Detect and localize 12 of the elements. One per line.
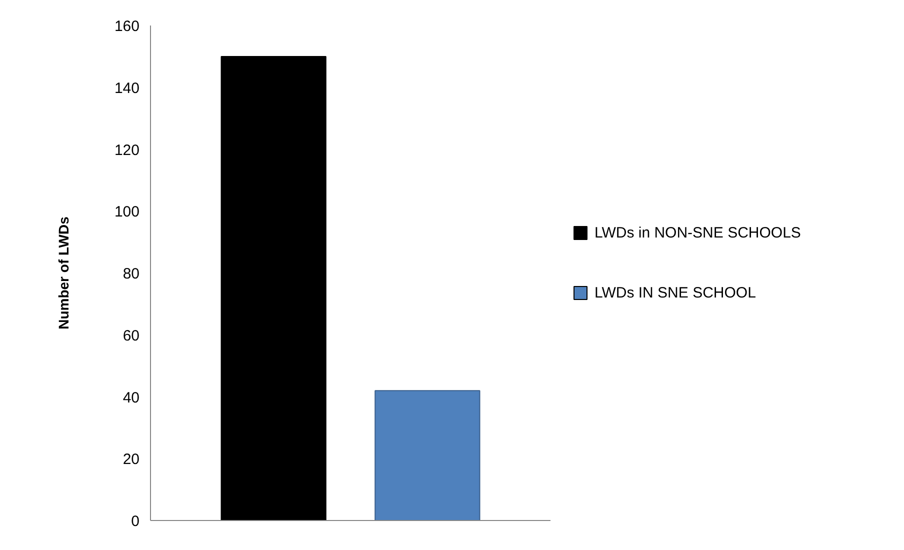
y-tick-label: 160 xyxy=(114,18,140,35)
legend-label: LWDs in NON-SNE SCHOOLS xyxy=(594,224,801,242)
y-tick-label: 0 xyxy=(131,513,140,530)
y-tick-label: 140 xyxy=(114,80,140,97)
y-axis-title: Number of LWDs xyxy=(55,216,72,330)
y-tick-label: 80 xyxy=(122,266,140,282)
legend-label: LWDs IN SNE SCHOOL xyxy=(594,284,756,302)
y-tick-label: 40 xyxy=(122,389,140,406)
y-tick-label: 20 xyxy=(122,451,140,468)
y-tick-label: 120 xyxy=(114,142,140,159)
y-tick-label: 100 xyxy=(114,204,140,221)
y-tick-label: 60 xyxy=(122,327,140,344)
